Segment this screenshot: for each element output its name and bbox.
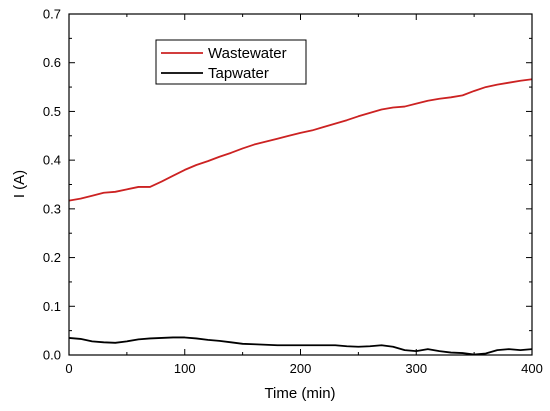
legend-label-tapwater: Tapwater — [208, 65, 269, 82]
y-tick-label: 0.4 — [43, 153, 61, 168]
y-tick-label: 0.5 — [43, 104, 61, 119]
y-tick-label: 0.3 — [43, 201, 61, 216]
y-tick-label: 0.2 — [43, 250, 61, 265]
tick-labels: 0 100 200 300 400 0.0 0.1 0.2 0.3 0.4 0.5 0.6 0.7 — [43, 7, 543, 377]
y-tick-label: 0.6 — [43, 55, 61, 70]
y-tick-label: 0.1 — [43, 299, 61, 314]
x-tick-label: 400 — [521, 361, 543, 376]
y-tick-label: 0.7 — [43, 7, 61, 22]
y-tick-label: 0.0 — [43, 348, 61, 363]
legend: Wastewater Tapwater — [155, 39, 307, 85]
y-axis-title: I (A) — [11, 170, 28, 198]
legend-box — [155, 39, 307, 85]
x-tick-label: 300 — [405, 361, 427, 376]
x-tick-label: 200 — [290, 361, 312, 376]
axis-ticks — [68, 13, 533, 356]
x-axis-title: Time (min) — [264, 385, 335, 402]
plot-lines — [68, 78, 533, 356]
series-line-tapwater — [68, 336, 533, 356]
legend-label-wastewater: Wastewater — [208, 45, 287, 62]
x-tick-label: 0 — [65, 361, 72, 376]
series-line-wastewater — [68, 78, 533, 202]
x-tick-label: 100 — [174, 361, 196, 376]
